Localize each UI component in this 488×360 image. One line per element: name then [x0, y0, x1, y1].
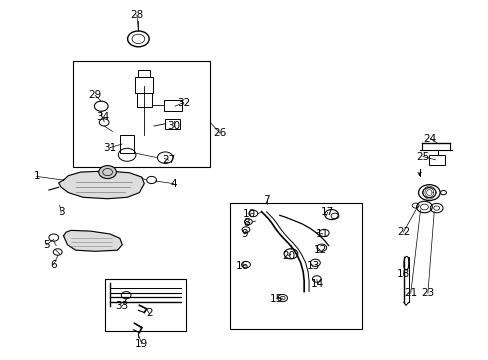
Text: 17: 17: [320, 207, 334, 217]
Text: 7: 7: [263, 195, 269, 205]
Bar: [138, 70, 150, 77]
Text: 22: 22: [396, 227, 409, 237]
Text: 19: 19: [135, 339, 148, 349]
Bar: [163, 100, 182, 111]
Polygon shape: [59, 171, 144, 199]
Bar: [229, 203, 361, 329]
Text: 18: 18: [396, 269, 409, 279]
Text: 27: 27: [162, 155, 175, 165]
Text: 34: 34: [96, 112, 109, 122]
Text: 5: 5: [43, 240, 50, 250]
Text: 2: 2: [145, 308, 152, 318]
Bar: [120, 135, 134, 153]
Text: 23: 23: [420, 288, 434, 298]
Circle shape: [99, 166, 116, 179]
Bar: [135, 77, 153, 93]
Text: 9: 9: [241, 229, 247, 239]
Text: 29: 29: [88, 90, 102, 100]
Text: 8: 8: [243, 218, 250, 228]
Text: 33: 33: [115, 301, 129, 311]
Text: 30: 30: [167, 121, 180, 131]
Text: 32: 32: [176, 98, 190, 108]
Text: 12: 12: [313, 245, 326, 255]
Text: 11: 11: [315, 229, 329, 239]
Text: 31: 31: [103, 143, 117, 153]
Bar: [137, 93, 151, 107]
Text: 10: 10: [243, 209, 255, 219]
Text: 15: 15: [269, 294, 283, 304]
Text: 14: 14: [310, 279, 324, 289]
Bar: [73, 61, 210, 167]
Text: 6: 6: [50, 260, 57, 270]
Text: 1: 1: [33, 171, 40, 181]
Text: 13: 13: [305, 261, 319, 271]
Polygon shape: [63, 230, 122, 251]
Text: 21: 21: [403, 288, 417, 298]
Text: 25: 25: [415, 152, 429, 162]
Text: 26: 26: [213, 128, 226, 138]
Text: 4: 4: [170, 179, 177, 189]
Text: 16: 16: [235, 261, 248, 271]
Bar: [105, 279, 185, 331]
Bar: [164, 119, 180, 129]
Text: 28: 28: [130, 10, 143, 20]
Text: 3: 3: [58, 207, 64, 217]
Text: 24: 24: [423, 134, 436, 144]
Bar: [428, 155, 445, 165]
Text: 20: 20: [282, 251, 294, 261]
